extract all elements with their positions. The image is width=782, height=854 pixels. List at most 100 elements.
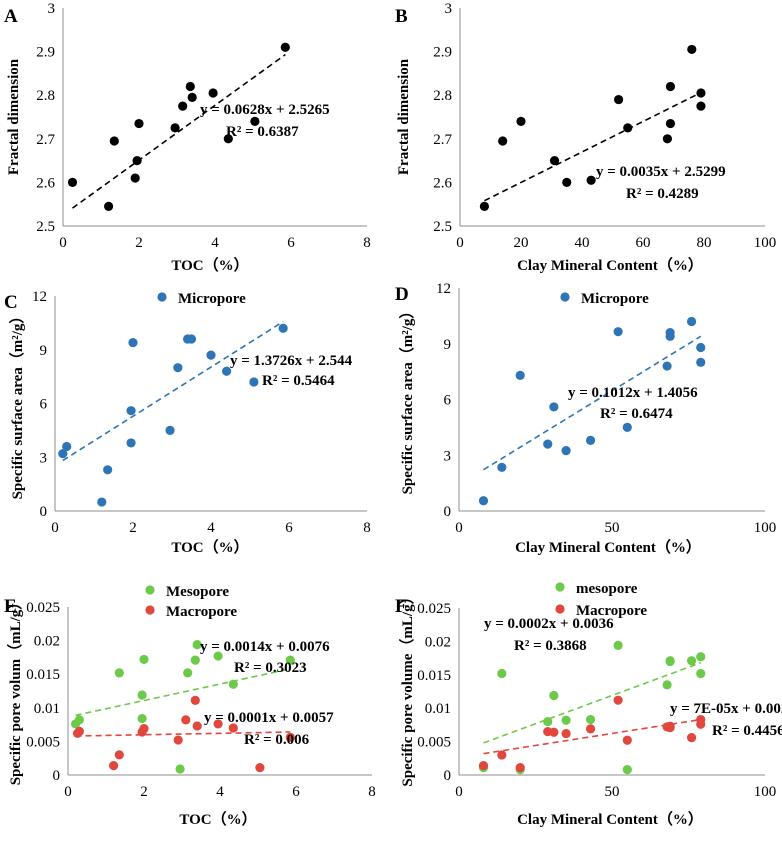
- panel-e-legend-marker: [145, 585, 155, 595]
- panel-b-fractal-dimension-point: [498, 136, 508, 146]
- panel-d-micropore-point: [686, 316, 697, 327]
- panel-f-letter: F: [395, 596, 407, 617]
- panel-e-macropore-point: [181, 715, 191, 725]
- panel-f-macropore-point: [585, 724, 596, 734]
- panel-f-x-tick-label: 100: [754, 784, 777, 800]
- panel-e-macropore-equation: y = 0.0001x + 0.0057: [204, 710, 334, 726]
- panel-e-y-axis-title: Specific pore volum（mL/g）: [6, 595, 24, 786]
- panel-f-macropore-equation: y = 7E-05x + 0.0027: [670, 701, 782, 717]
- panel-a-fractal-dimension-trendline: [72, 54, 286, 209]
- panel-f-macropore-point: [549, 727, 559, 737]
- panel-a-fractal-dimension-point: [134, 118, 144, 129]
- panel-c-x-tick-label: 0: [51, 520, 59, 536]
- panel-a-fractal-dimension-point: [208, 88, 218, 98]
- panel-c-micropore-point: [278, 323, 288, 333]
- panel-d-micropore-point: [515, 370, 525, 380]
- panel-e-mesopore-point: [285, 655, 295, 665]
- panel-b-fractal-dimension-r-squared: R² = 0.4289: [626, 186, 699, 202]
- panel-d-micropore-point: [478, 496, 489, 506]
- panel-e-x-tick-label: 4: [216, 784, 224, 800]
- panel-b-x-tick-label: 100: [754, 235, 777, 251]
- panel-f-mesopore-point: [561, 715, 571, 725]
- panel-f-y-tick-label: 0.01: [425, 701, 451, 717]
- panel-a-y-tick-label: 2.8: [36, 88, 55, 104]
- panel-f-legend-marker: [555, 582, 565, 592]
- panel-a-y-axis-title: Fractal dimension: [6, 58, 22, 175]
- panel-d-micropore-point: [696, 357, 706, 367]
- panel-f-mesopore-equation: y = 0.0002x + 0.0036: [484, 616, 614, 632]
- panel-d-micropore-point: [613, 327, 623, 337]
- panel-c-x-axis-title: TOC（%）: [171, 538, 248, 556]
- panel-b-y-tick-label: 2.7: [433, 132, 452, 148]
- panel-e-macropore-trendline: [75, 731, 291, 737]
- panel-c-y-tick-label: 0: [40, 504, 48, 520]
- panel-f-legend-label: Macropore: [576, 603, 647, 619]
- panel-a-y-tick-label: 2.5: [36, 219, 55, 235]
- panel-b-fractal-dimension-point: [549, 156, 560, 166]
- panel-f-mesopore-point: [665, 656, 675, 667]
- panel-b-fractal-dimension-point: [662, 134, 673, 144]
- panel-a-fractal-dimension-point: [250, 116, 260, 126]
- panel-e-y-tick-label: 0.01: [34, 701, 60, 717]
- panel-f-mesopore-point: [543, 716, 553, 727]
- panel-d-y-tick-label: 9: [444, 337, 452, 353]
- panel-f-macropore-point: [515, 763, 525, 773]
- panel-a-fractal-dimension-point: [280, 42, 290, 52]
- panel-e-mesopore-point: [183, 668, 193, 678]
- panel-c-x-tick-label: 2: [129, 520, 137, 536]
- panel-f-macropore-point: [478, 761, 489, 771]
- panel-b-fractal-dimension-point: [623, 123, 633, 133]
- panel-c-y-axis-title: Specific surface area（m²/g）: [8, 309, 26, 500]
- panel-c-micropore-point: [62, 441, 72, 452]
- panel-f-mesopore-point: [613, 640, 623, 651]
- panel-a-x-tick-label: 4: [211, 235, 219, 251]
- panel-f-macropore-point: [696, 719, 706, 729]
- panel-f-y-tick-label: 0.025: [417, 601, 451, 617]
- panel-a-fractal-dimension-point: [104, 201, 114, 211]
- panel-f-y-tick-label: 0.005: [417, 735, 451, 751]
- panel-a-fractal-dimension-point: [132, 156, 142, 166]
- panel-c-y-tick-label: 6: [40, 397, 48, 413]
- panel-a-fractal-dimension-point: [130, 173, 140, 183]
- panel-d-micropore-equation: y = 0.1012x + 1.4056: [568, 385, 698, 401]
- panel-a-fractal-dimension-equation: y = 0.0628x + 2.5265: [200, 102, 330, 118]
- panel-c-micropore-point: [222, 366, 232, 376]
- panel-d-micropore-trendline: [483, 335, 702, 471]
- panel-e-mesopore-point: [114, 668, 124, 678]
- panel-f-y-tick-label: 0.015: [417, 668, 451, 684]
- panel-f-x-tick-label: 0: [455, 784, 463, 800]
- panel-d-micropore-point: [497, 462, 507, 472]
- panel-e-mesopore-equation: y = 0.0014x + 0.0076: [200, 639, 330, 655]
- panel-c-y-tick-label: 9: [40, 343, 48, 359]
- panel-d-micropore-point: [585, 435, 596, 445]
- panel-d-micropore-r-squared: R² = 0.6474: [600, 406, 673, 422]
- panel-e-mesopore-point: [137, 690, 147, 700]
- panel-e-x-tick-label: 6: [292, 784, 300, 800]
- panel-d-y-tick-label: 12: [436, 281, 451, 297]
- panel-e-legend-label: Macropore: [166, 604, 237, 620]
- panel-d-micropore-point: [662, 361, 672, 371]
- panel-e-macropore-point: [173, 735, 183, 745]
- panel-c-micropore-r-squared: R² = 0.5464: [262, 373, 335, 389]
- panel-f-mesopore-point: [696, 668, 706, 679]
- panel-c-micropore-trendline: [62, 320, 284, 462]
- panel-e-x-tick-label: 2: [140, 784, 148, 800]
- panel-e-macropore-point: [139, 724, 149, 734]
- panel-d-x-tick-label: 100: [754, 520, 777, 536]
- panel-a-fractal-dimension-point: [185, 81, 195, 92]
- panel-e-mesopore-trendline: [75, 668, 291, 717]
- panel-b-fractal-dimension-equation: y = 0.0035x + 2.5299: [596, 164, 726, 180]
- panel-a-fractal-dimension-point: [178, 101, 188, 111]
- panel-f-mesopore-point: [585, 714, 596, 725]
- panel-f-mesopore-point: [622, 765, 632, 775]
- panel-b-y-tick-label: 2.9: [433, 45, 452, 61]
- panel-b-fractal-dimension-trendline: [484, 91, 702, 202]
- panel-d-legend-marker: [560, 292, 570, 302]
- panel-b-fractal-dimension-point: [687, 44, 697, 55]
- panel-e-macropore-point: [285, 732, 295, 742]
- panel-f-mesopore-r-squared: R² = 0.3868: [514, 638, 587, 654]
- panel-f-x-axis-title: Clay Mineral Content（%）: [517, 810, 703, 828]
- panel-f-x-tick-label: 50: [605, 784, 620, 800]
- panel-a-y-tick-label: 2.9: [36, 45, 55, 61]
- panel-e-legend-label: Mesopore: [166, 584, 229, 600]
